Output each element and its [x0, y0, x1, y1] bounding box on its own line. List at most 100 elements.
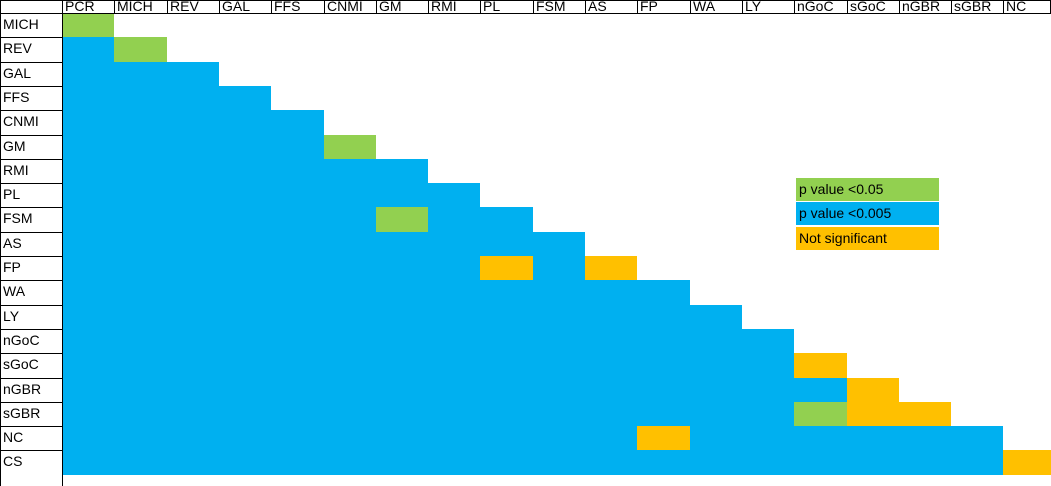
row-header: RMI [0, 159, 62, 183]
heatmap-cell [167, 280, 219, 305]
heatmap-cell [585, 353, 637, 378]
heatmap-cell [62, 450, 114, 475]
row-header: LY [0, 305, 62, 329]
column-header: sGBR [951, 0, 1003, 13]
heatmap-cell [376, 378, 428, 402]
heatmap-cell [376, 450, 428, 475]
row-header: CNMI [0, 110, 62, 135]
heatmap-cell [324, 232, 376, 256]
column-header: GAL [219, 0, 271, 13]
row-header: GAL [0, 62, 62, 86]
heatmap-cell [847, 402, 899, 426]
heatmap-cell [219, 305, 271, 329]
heatmap-cell [742, 402, 794, 426]
heatmap-cell [324, 280, 376, 305]
row-header: sGBR [0, 402, 62, 426]
heatmap-cell [951, 426, 1003, 450]
heatmap-cell [1003, 450, 1051, 475]
column-header: LY [742, 0, 794, 13]
column-header: PCR [62, 0, 114, 13]
heatmap-cell [114, 207, 167, 232]
heatmap-cell [219, 353, 271, 378]
heatmap-cell [62, 402, 114, 426]
heatmap-cell [637, 402, 690, 426]
heatmap-cell [794, 426, 847, 450]
heatmap-cell [742, 450, 794, 475]
column-header: NC [1003, 0, 1051, 13]
row-header: FSM [0, 207, 62, 232]
heatmap-cell [114, 378, 167, 402]
heatmap-cell [428, 207, 480, 232]
heatmap-cell [114, 426, 167, 450]
heatmap-cell [114, 159, 167, 183]
left-border [0, 0, 1, 486]
heatmap-cell [533, 353, 585, 378]
heatmap-cell [167, 183, 219, 207]
row-header: GM [0, 135, 62, 159]
heatmap-cell [742, 378, 794, 402]
row-header: AS [0, 232, 62, 256]
legend-item-lt005: p value <0.05 [796, 178, 939, 201]
heatmap-cell [899, 426, 951, 450]
heatmap-cell [219, 378, 271, 402]
heatmap-cell [376, 207, 428, 232]
heatmap-cell [271, 402, 324, 426]
heatmap-cell [533, 232, 585, 256]
row-header: NC [0, 426, 62, 450]
column-header: WA [690, 0, 742, 13]
heatmap-cell [62, 110, 114, 135]
row-header: MICH [0, 13, 62, 37]
heatmap-cell [271, 280, 324, 305]
heatmap-cell [480, 280, 533, 305]
heatmap-cell [114, 402, 167, 426]
heatmap-cell [167, 329, 219, 353]
heatmap-cell [114, 110, 167, 135]
row-header: CS [0, 450, 62, 475]
heatmap-cell [219, 329, 271, 353]
heatmap-cell [480, 402, 533, 426]
heatmap-cell [62, 135, 114, 159]
heatmap-cell [428, 305, 480, 329]
heatmap-cell [585, 305, 637, 329]
heatmap-cell [376, 402, 428, 426]
heatmap-cell [480, 329, 533, 353]
heatmap-cell [219, 426, 271, 450]
heatmap-cell [219, 207, 271, 232]
heatmap-cell [794, 402, 847, 426]
heatmap-cell [376, 256, 428, 280]
heatmap-cell [480, 426, 533, 450]
heatmap-cell [376, 353, 428, 378]
heatmap-cell [637, 426, 690, 450]
heatmap-cell [219, 183, 271, 207]
heatmap-cell [271, 183, 324, 207]
heatmap-cell [533, 256, 585, 280]
heatmap-cell [428, 256, 480, 280]
heatmap-cell [114, 280, 167, 305]
heatmap-cell [742, 329, 794, 353]
heatmap-cell [376, 426, 428, 450]
legend-item-lt0005: p value <0.005 [796, 202, 939, 225]
heatmap-cell [480, 378, 533, 402]
heatmap-cell [219, 280, 271, 305]
heatmap-cell [324, 159, 376, 183]
heatmap-cell [62, 329, 114, 353]
column-header: FFS [271, 0, 324, 13]
heatmap-cell [62, 280, 114, 305]
heatmap-cell [376, 232, 428, 256]
heatmap-cell [324, 402, 376, 426]
heatmap-cell [114, 256, 167, 280]
row-header: sGoC [0, 353, 62, 378]
heatmap-cell [794, 450, 847, 475]
heatmap-cell [167, 232, 219, 256]
heatmap-cell [899, 450, 951, 475]
heatmap-cell [324, 305, 376, 329]
heatmap-cell [62, 183, 114, 207]
heatmap-cell [167, 135, 219, 159]
header-bottom-border [0, 13, 1051, 14]
heatmap-cell [324, 329, 376, 353]
heatmap-cell [637, 450, 690, 475]
heatmap-cell [62, 62, 114, 86]
heatmap-cell [62, 86, 114, 110]
heatmap-cell [114, 37, 167, 62]
